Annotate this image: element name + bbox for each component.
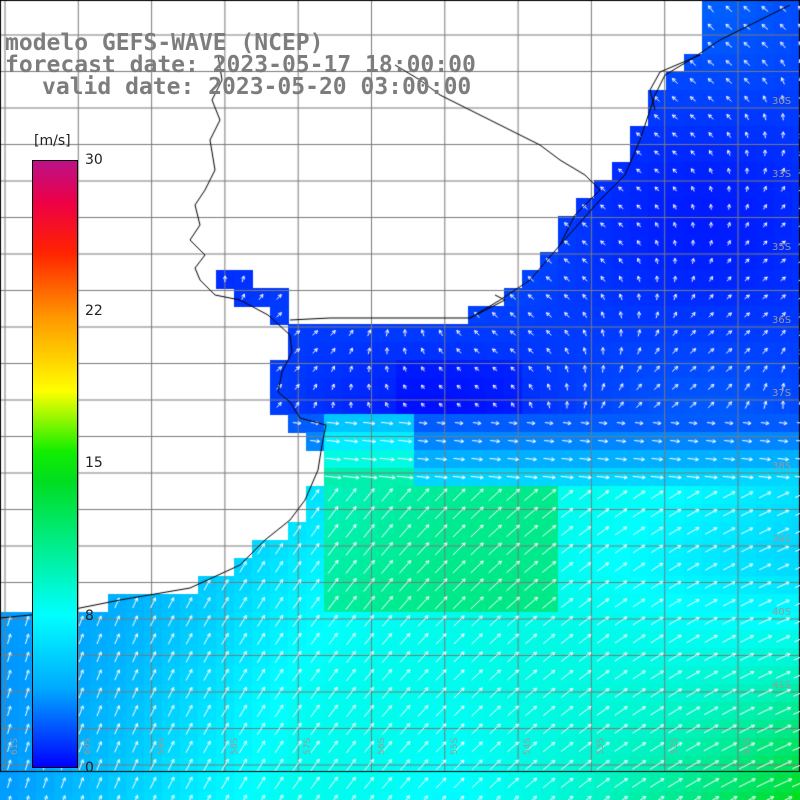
colorbar-tick: 8 [85, 608, 94, 624]
latitude-label: 38S [772, 461, 792, 472]
longitude-label: 59S [156, 737, 167, 755]
latitude-label: 35S [772, 242, 792, 253]
latitude-label: 40S [772, 607, 792, 618]
latitude-label: 36S [772, 315, 792, 326]
latitude-label: 41S [772, 680, 792, 691]
longitude-label: 61S [10, 737, 20, 755]
latitude-label: 33S [772, 169, 792, 180]
latitude-label: 30S [772, 96, 792, 107]
longitude-label: 60S [83, 737, 94, 755]
longitude-label: 51S [743, 737, 753, 755]
latitude-label: 37S [772, 388, 792, 399]
colorbar-unit: [m/s] [34, 133, 71, 149]
longitude-label: 57S [303, 737, 314, 755]
longitude-label: 55S [449, 737, 460, 755]
colorbar [32, 160, 78, 768]
longitude-label: 52S [669, 737, 680, 755]
model-title: modelo GEFS-WAVE (NCEP) [5, 30, 324, 56]
colorbar-tick: 22 [85, 303, 103, 319]
longitude-label: 56S [376, 737, 387, 755]
longitude-label: 53S [596, 737, 607, 755]
longitude-label: 58S [229, 737, 240, 755]
valid-date: valid date: 2023-05-20 03:00:00 [42, 74, 472, 100]
forecast-date: forecast date: 2023-05-17 18:00:00 [5, 52, 476, 78]
colorbar-tick-max: 30 [85, 152, 103, 168]
longitude-label: 54S [523, 737, 534, 755]
colorbar-tick-min: 0 [85, 760, 94, 776]
latitude-label: 39S [772, 534, 792, 545]
colorbar-tick: 15 [85, 455, 103, 471]
